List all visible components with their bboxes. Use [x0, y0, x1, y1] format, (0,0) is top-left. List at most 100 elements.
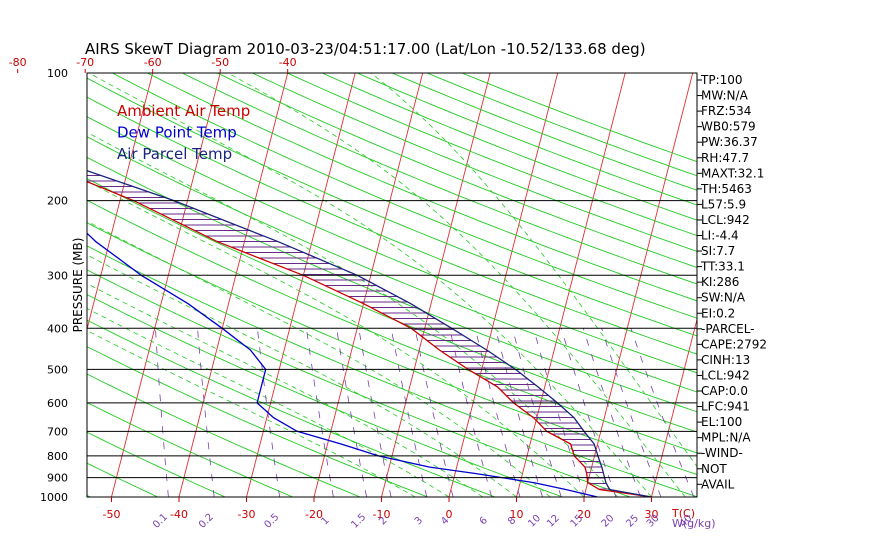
temp-tick-label-top: -70	[76, 56, 94, 69]
dry-adiabat-line	[87, 245, 697, 497]
isotherm-line	[0, 73, 18, 497]
dry-adiabat-line	[87, 199, 697, 454]
isotherm-line	[448, 73, 559, 497]
plot-frame	[86, 72, 698, 498]
mixing-ratio-line	[449, 328, 492, 497]
plot-border	[86, 72, 698, 498]
dry-adiabat-line	[252, 73, 697, 252]
temp-tick-label-bottom: -10	[373, 508, 391, 521]
stats-item: SI:7.7	[701, 244, 735, 258]
moist-adiabat-line	[88, 73, 652, 497]
stats-item: NOT	[701, 462, 727, 476]
mixing-ratio-line	[414, 328, 454, 497]
grid-layer	[0, 73, 870, 497]
dry-adiabat-line	[217, 73, 697, 268]
mixing-ratio-tick-label: 3	[413, 515, 425, 527]
stats-item: TH:5463	[700, 182, 752, 196]
temp-tick-label-top: -50	[211, 56, 229, 69]
pressure-tick-label: 100	[47, 67, 68, 80]
pressure-tick-label: 900	[47, 472, 68, 485]
isotherm-line	[381, 73, 491, 497]
stats-item: LCL:942	[701, 368, 750, 382]
moist-adiabat-line	[227, 73, 686, 497]
dry-adiabat-line	[426, 73, 697, 177]
mixing-ratio-line	[390, 328, 428, 497]
legend-dewpoint: Dew Point Temp	[117, 124, 237, 142]
mixing-ratio-tick-label: 6	[478, 515, 490, 527]
temp-tick-label-top: -40	[279, 56, 297, 69]
dry-adiabat-line	[87, 402, 293, 497]
stats-item: CAP:0.0	[701, 384, 748, 398]
stats-item: AVAIL	[701, 477, 735, 491]
stats-item: KI:286	[701, 275, 739, 289]
stats-item: MPL:N/A	[701, 431, 751, 445]
temp-tick-label-bottom: -40	[170, 508, 188, 521]
mixing-ratio-line	[630, 328, 695, 497]
mixing-ratio-line	[533, 328, 586, 497]
isotherm-line	[854, 73, 870, 497]
stats-item: WB0:579	[701, 120, 756, 134]
moist-adiabat-line	[87, 131, 619, 497]
mixing-ratio-tick-label: 12	[545, 513, 562, 530]
legend: Ambient Air Temp Dew Point Temp Air Parcel…	[117, 102, 250, 163]
dry-adiabat-line	[87, 269, 631, 497]
moist-adiabat-line	[87, 220, 551, 497]
temp-tick-label-bottom: 0	[446, 508, 453, 521]
stats-item: PW:36.37	[701, 135, 758, 149]
mixing-ratio-line	[336, 328, 367, 497]
dry-adiabat-line	[0, 73, 23, 497]
mixing-ratio-tick-label: 0.2	[197, 512, 216, 531]
dry-adiabat-line	[87, 156, 697, 413]
temp-tick-label-top: -80	[9, 56, 27, 69]
isotherm-line	[516, 73, 626, 497]
mixing-ratio-tick-label: 0.5	[262, 512, 281, 531]
pressure-tick-label: 600	[47, 397, 68, 410]
mixing-ratio-line	[197, 328, 215, 497]
pressure-tick-label: 800	[47, 450, 68, 463]
dry-adiabat-line	[87, 346, 428, 497]
temp-tick-label-bottom: -30	[238, 508, 256, 521]
mixing-ratio-line	[358, 328, 392, 497]
stats-item: CAPE:2792	[701, 337, 767, 351]
pressure-tick-label: 200	[47, 195, 68, 208]
mixing-axis-label: W(g/kg)	[672, 517, 716, 530]
temp-tick-label-top: -60	[144, 56, 162, 69]
chart-title: AIRS SkewT Diagram 2010-03-23/04:51:17.0…	[85, 40, 646, 58]
dry-adiabat-line	[147, 73, 697, 302]
stats-item: CINH:13	[701, 353, 750, 367]
dry-adiabat-line	[287, 73, 697, 237]
pressure-tick-label: 1000	[40, 491, 68, 504]
temp-tick-label-bottom: 30	[645, 508, 659, 521]
stats-item: MW:N/A	[701, 89, 749, 103]
temp-axis-label: T(C)	[671, 507, 695, 520]
mixing-ratio-tick-label: 25	[624, 513, 641, 530]
isotherm-line	[87, 73, 154, 332]
mixing-ratio-tick-label: 1	[319, 515, 331, 527]
dry-adiabat-line	[87, 319, 496, 497]
isotherm-line	[583, 73, 694, 497]
stats-item: -WIND-	[701, 446, 743, 460]
y-axis-label: PRESSURE (MB)	[71, 238, 85, 333]
isotherm-line	[651, 317, 697, 497]
dry-adiabat-line	[357, 73, 697, 206]
stats-item: TT:33.1	[700, 260, 745, 274]
stats-item: TP:100	[700, 73, 743, 87]
mixing-ratio-line	[495, 328, 543, 497]
legend-ambient: Ambient Air Temp	[117, 102, 250, 120]
mixing-ratio-line	[474, 328, 521, 497]
stats-item: RH:47.7	[701, 151, 749, 165]
mixing-ratio-tick-label: 20	[600, 513, 617, 530]
stats-item: LI:-4.4	[701, 229, 739, 243]
dry-adiabat-line	[87, 77, 697, 337]
mixing-ratio-line	[306, 328, 334, 497]
isotherm-line	[313, 73, 424, 497]
temp-tick-label-bottom: -50	[103, 508, 121, 521]
legend-parcel: Air Parcel Temp	[117, 145, 232, 163]
moist-adiabat-line	[370, 73, 697, 468]
dry-adiabat-line	[87, 373, 361, 497]
stats-item: L57:5.9	[701, 197, 746, 211]
dry-adiabat-line	[87, 136, 697, 393]
stats-item: -PARCEL-	[701, 322, 755, 336]
